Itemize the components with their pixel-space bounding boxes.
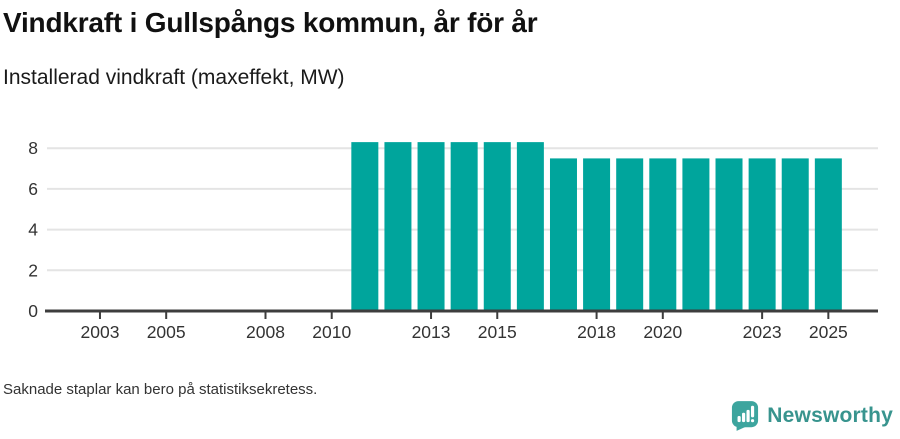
bar-2025 <box>814 158 842 311</box>
bar-chart: 0 2 4 6 8 2003 2005 2008 2010 2013 2015 2018 2020 202… <box>28 138 878 342</box>
x-axis-label-2008: 2008 <box>246 322 285 342</box>
bar-2012 <box>384 142 412 311</box>
chart-footnote: Saknade staplar kan bero på statistiksek… <box>3 381 318 398</box>
x-axis-label-2013: 2013 <box>412 322 451 342</box>
bar-2021 <box>682 158 710 311</box>
bar-2024 <box>781 158 809 311</box>
bar-2016 <box>516 142 544 311</box>
y-axis-label-6: 6 <box>28 179 38 199</box>
x-axis-label-2018: 2018 <box>577 322 616 342</box>
bar-2017 <box>549 158 577 311</box>
newsworthy-branding: Newsworthy <box>731 400 893 432</box>
y-axis-label-0: 0 <box>28 301 38 321</box>
x-axis-label-2003: 2003 <box>81 322 120 342</box>
x-axis-label-2025: 2025 <box>809 322 848 342</box>
bar-2014 <box>450 142 478 311</box>
x-axis-label-2015: 2015 <box>478 322 517 342</box>
x-axis-label-2020: 2020 <box>643 322 682 342</box>
chart-subtitle: Installerad vindkraft (maxeffekt, MW) <box>3 66 345 89</box>
newsworthy-chart-bubble-icon <box>732 401 759 431</box>
bar-2015 <box>483 142 511 311</box>
bar-2019 <box>616 158 644 311</box>
y-axis-label-2: 2 <box>28 260 38 280</box>
bar-2018 <box>583 158 611 311</box>
bar-2020 <box>649 158 677 311</box>
x-axis-label-2005: 2005 <box>147 322 186 342</box>
chart-title: Vindkraft i Gullspångs kommun, år för år <box>3 7 538 38</box>
bar-2022 <box>715 158 743 311</box>
y-axis-label-8: 8 <box>28 138 38 158</box>
y-axis-label-4: 4 <box>28 220 38 240</box>
bar-2013 <box>417 142 445 311</box>
newsworthy-wordmark: Newsworthy <box>767 404 893 427</box>
bar-2011 <box>351 142 379 311</box>
x-axis-label-2010: 2010 <box>312 322 351 342</box>
bar-2023 <box>748 158 776 311</box>
x-axis-label-2023: 2023 <box>743 322 782 342</box>
